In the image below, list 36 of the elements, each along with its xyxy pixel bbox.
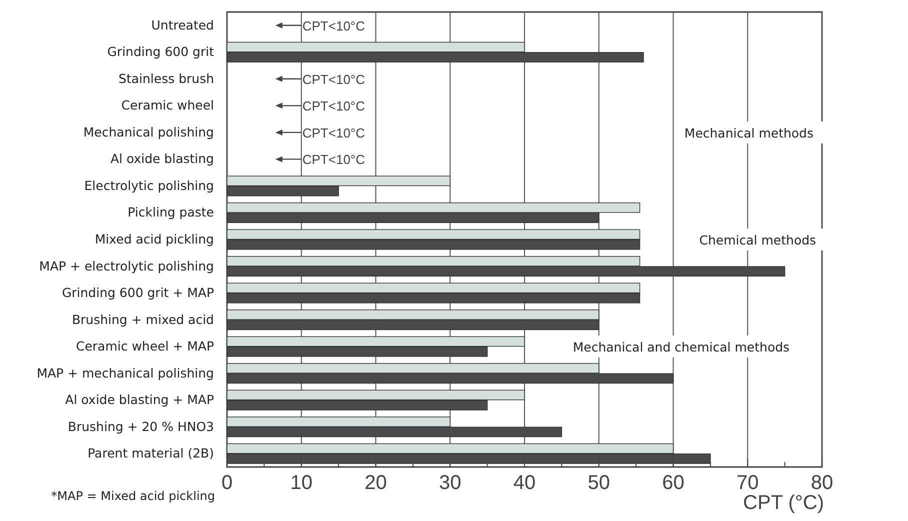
y-tick-label: Stainless brush [118,70,214,86]
y-tick-label: Brushing + mixed acid [72,312,214,327]
x-tick-label: 50 [588,472,610,494]
y-tick-label: Ceramic wheel + MAP [76,338,214,354]
x-tick-label: 0 [221,472,233,494]
y-tick-label: Pickling paste [128,204,214,220]
y-tick-label: Parent material (2B) [88,446,214,461]
y-tick-label: Al oxide blasting [110,151,214,166]
x-tick-label: 80 [810,472,834,494]
annotation: CPT<10°C [302,98,366,114]
y-tick-label: Electrolytic polishing [84,178,214,193]
annotation: CPT<10°C [302,125,366,140]
y-tick-label: Al oxide blasting + MAP [65,392,214,408]
y-tick-label: Brushing + 20 % HNO3 [68,418,214,434]
x-tick-label: 40 [513,472,536,494]
text: *MAP = Mixed acid pickling [51,489,215,503]
y-tick-label: Grinding 600 grit + MAP [62,285,214,300]
x-tick-label: 70 [736,472,759,494]
x-tick-label: 10 [290,472,312,494]
annotation: CPT<10°C [302,18,366,34]
y-tick-label: Grinding 600 grit [107,44,214,60]
y-tick-label: Mixed acid pickling [94,232,214,246]
x-tick-label: 60 [662,472,684,494]
y-tick-label: MAP + electrolytic polishing [39,258,214,274]
y-tick-label: Mechanical polishing [83,124,214,140]
annotation: Chemical methods [699,232,816,248]
annotation: CPT<10°C [302,72,366,87]
annotation: Mechanical and chemical methods [572,340,790,355]
x-tick-label: 30 [439,472,462,494]
y-tick-label: Untreated [151,17,214,32]
x-axis-title: CPT (°C) [743,492,824,514]
annotation: Mechanical methods [684,125,814,140]
y-tick-label: MAP + mechanical polishing [36,365,214,380]
annotation: CPT<10°C [302,152,366,168]
x-tick-label: 20 [364,472,387,494]
y-tick-label: Ceramic wheel [121,98,214,113]
